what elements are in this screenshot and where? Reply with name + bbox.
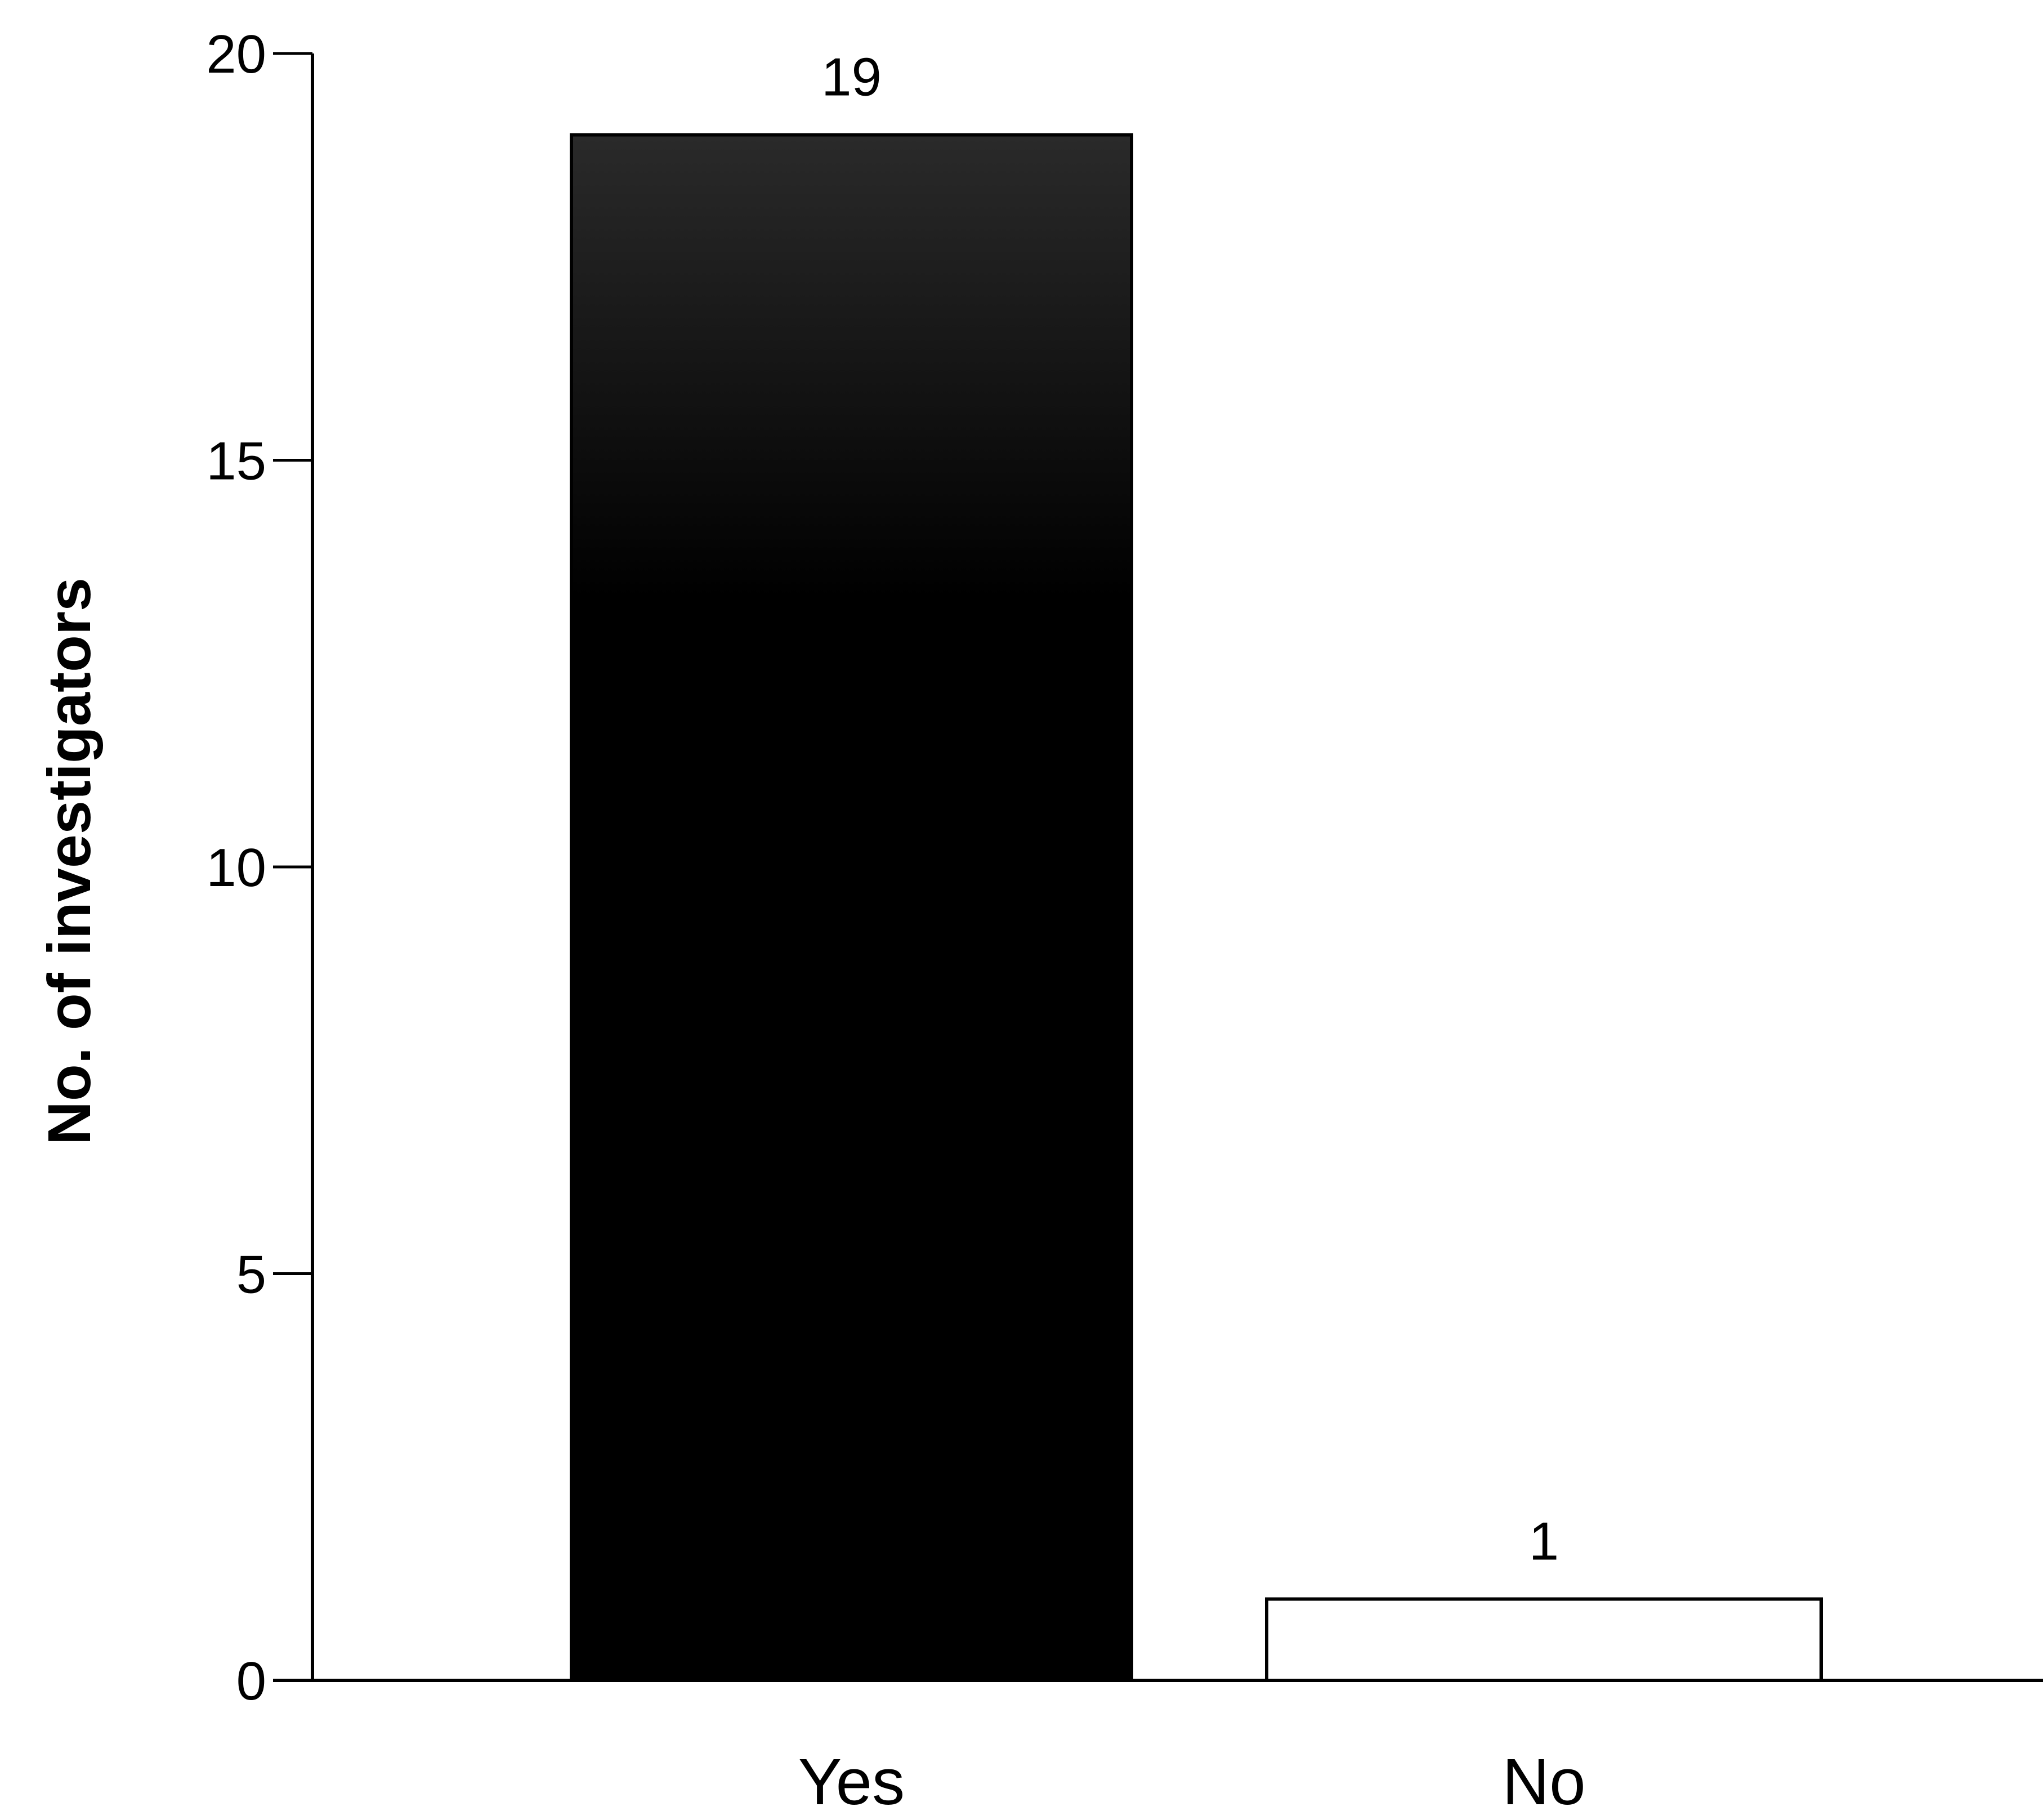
- y-tick-label: 15: [206, 431, 266, 491]
- category-label-yes: Yes: [798, 1745, 905, 1818]
- y-axis-title: No. of investigators: [35, 578, 103, 1145]
- data-label-no: 1: [1529, 1512, 1559, 1572]
- category-label-no: No: [1502, 1745, 1585, 1818]
- data-label-yes: 19: [821, 47, 882, 108]
- y-tick-label: 20: [206, 24, 266, 84]
- labels: 0 5 10 15 20 19 Yes 1 No: [206, 24, 1585, 1818]
- bar-no: [1265, 1597, 1823, 1682]
- y-tick-label: 10: [206, 838, 266, 898]
- bars: [570, 133, 1823, 1682]
- y-tick-label: 0: [236, 1651, 266, 1711]
- bar-yes: [570, 133, 1133, 1682]
- y-tick-label: 5: [236, 1245, 266, 1305]
- axes: [273, 52, 2043, 1682]
